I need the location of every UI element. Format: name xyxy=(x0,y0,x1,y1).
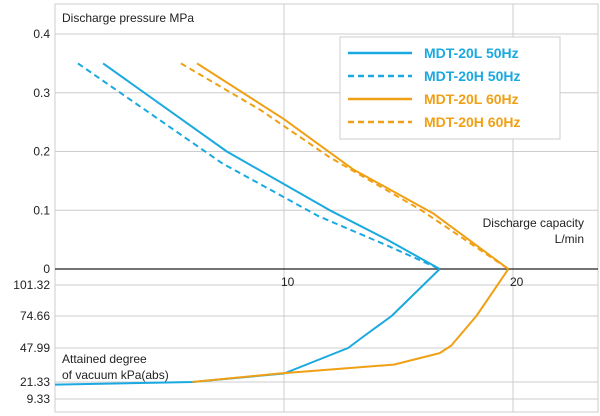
legend-label: MDT-20H 50Hz xyxy=(424,68,520,84)
y-tick-label: 74.66 xyxy=(20,309,50,323)
legend-label: MDT-20L 50Hz xyxy=(424,45,519,61)
series-lines xyxy=(54,62,510,386)
y-tick-label: 9.33 xyxy=(27,392,51,406)
series-line-pressure xyxy=(196,62,509,270)
x-label-line2: L/min xyxy=(555,232,584,246)
y-tick-label: 0.1 xyxy=(33,203,50,217)
legend: MDT-20L 50Hz MDT-20H 50Hz MDT-20L 60Hz MDT-… xyxy=(339,36,561,140)
legend-label: MDT-20H 60Hz xyxy=(424,114,520,130)
legend-label: MDT-20L 60Hz xyxy=(424,91,519,107)
grid xyxy=(54,3,599,413)
y-label-bottom-line2: of vacuum kPa(abs) xyxy=(62,368,169,382)
series-line-vacuum xyxy=(192,268,510,383)
series-line-pressure xyxy=(180,62,509,270)
x-label-line1: Discharge capacity xyxy=(483,216,584,230)
x-tick-label: 20 xyxy=(510,275,524,289)
y-tick-label: 47.99 xyxy=(20,341,50,355)
y-label-top: Discharge pressure MPa xyxy=(62,11,194,25)
y-tick-label: 0.4 xyxy=(33,27,50,41)
tick-labels: 0.4 0.3 0.2 0.1 0 101.32 74.66 47.99 21.33 9.33 10… xyxy=(13,27,523,406)
x-tick-label: 10 xyxy=(281,275,295,289)
y-tick-label: 101.32 xyxy=(13,278,50,292)
y-tick-label: 0.3 xyxy=(33,86,50,100)
y-tick-label: 0 xyxy=(43,262,50,276)
series-line-pressure xyxy=(77,62,441,270)
series-line-pressure xyxy=(102,62,441,270)
y-tick-label: 0.2 xyxy=(33,145,50,159)
y-tick-label: 21.33 xyxy=(20,375,50,389)
plot-frame xyxy=(54,3,599,413)
y-label-bottom-line1: Attained degree xyxy=(62,352,147,366)
